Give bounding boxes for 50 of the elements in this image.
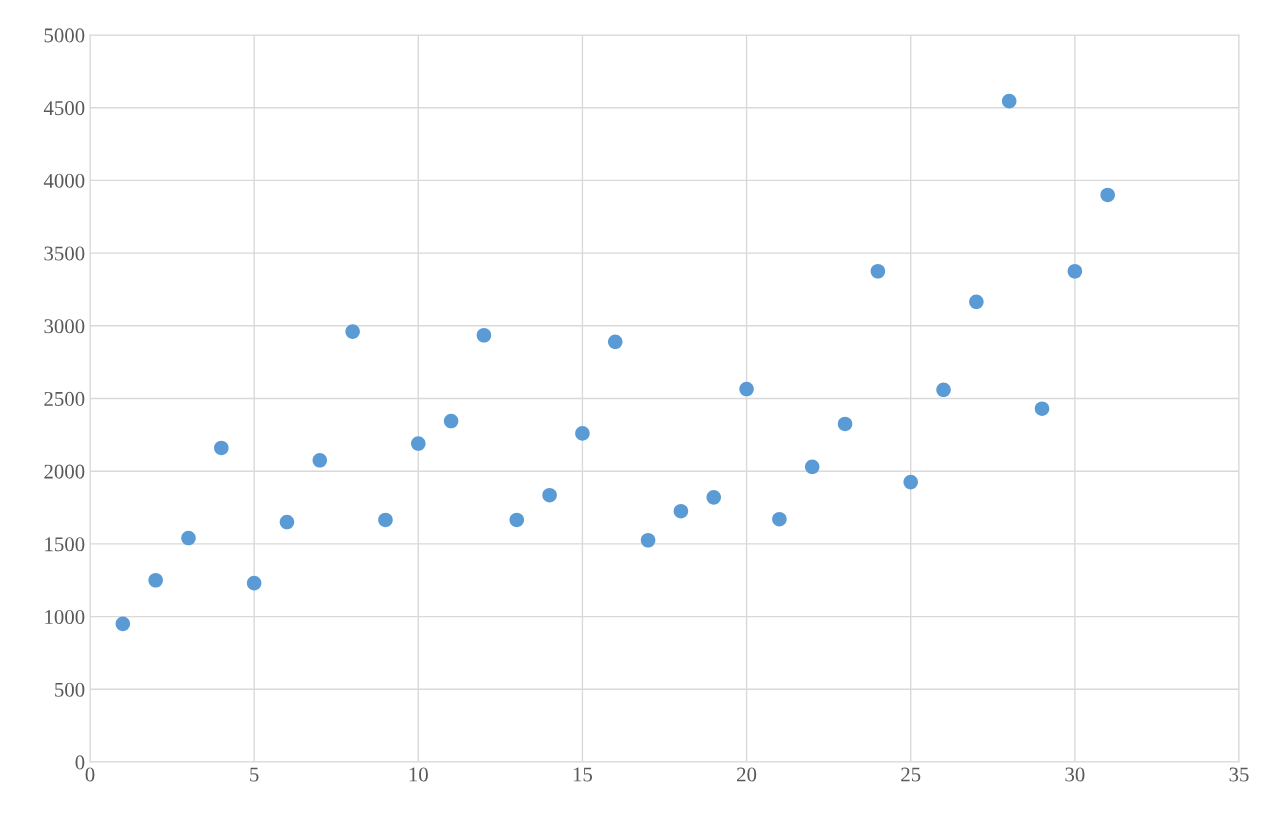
point xyxy=(870,263,886,279)
point xyxy=(739,381,754,397)
point xyxy=(246,575,262,591)
y-tick-label: 1000 xyxy=(45,609,85,625)
point xyxy=(214,440,229,456)
x-tick-label: 10 xyxy=(409,767,428,782)
point xyxy=(1067,263,1083,279)
point xyxy=(936,382,951,398)
y-tick-label: 500 xyxy=(55,682,85,697)
y-tick-label: 4500 xyxy=(43,101,85,116)
point xyxy=(312,453,328,468)
x-tick-label: 25 xyxy=(901,767,921,782)
point xyxy=(476,327,492,343)
point xyxy=(1100,187,1115,203)
point xyxy=(181,530,196,546)
y-tick-label: 5000 xyxy=(44,28,85,43)
point xyxy=(345,324,360,339)
point xyxy=(1001,93,1017,109)
x-tick-label: 35 xyxy=(1229,767,1249,782)
x-tick-label: 5 xyxy=(250,767,259,782)
y-tick-label: 0 xyxy=(75,755,85,770)
point xyxy=(443,413,459,429)
point xyxy=(903,474,918,490)
y-tick-label: 3000 xyxy=(44,319,85,334)
point xyxy=(772,511,787,527)
point xyxy=(673,503,689,519)
x-tick-label: 15 xyxy=(573,767,593,782)
point xyxy=(378,512,393,528)
y-tick-label: 4000 xyxy=(43,173,85,188)
x-tick-label: 0 xyxy=(85,767,95,782)
point xyxy=(575,426,590,441)
point xyxy=(706,490,722,505)
point xyxy=(607,334,623,350)
point xyxy=(509,512,525,528)
y-tick-label: 2500 xyxy=(44,391,85,406)
y-tick-label: 2000 xyxy=(44,464,85,479)
point xyxy=(804,459,820,475)
x-tick-label: 30 xyxy=(1065,767,1085,782)
point xyxy=(837,416,853,432)
point xyxy=(969,294,984,310)
y-tick-label: 1500 xyxy=(45,537,85,552)
point xyxy=(115,616,131,632)
point xyxy=(148,572,163,588)
point xyxy=(542,487,557,503)
point xyxy=(1034,401,1050,416)
y-tick-label: 3500 xyxy=(44,246,85,261)
point xyxy=(411,436,426,451)
point xyxy=(279,514,295,530)
x-tick-label: 20 xyxy=(737,767,757,782)
point xyxy=(640,532,656,548)
